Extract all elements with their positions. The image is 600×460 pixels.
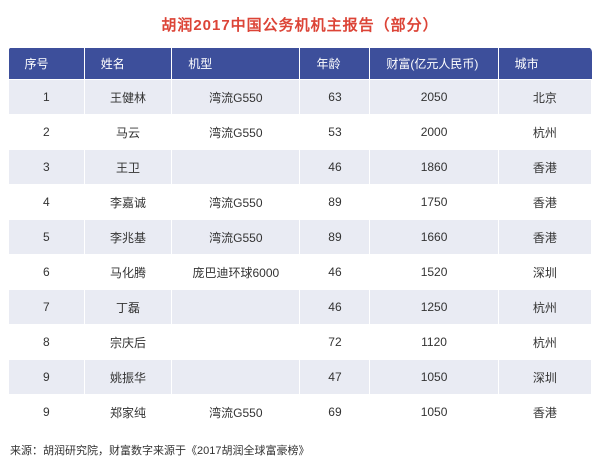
table-row: 8 宗庆后 72 1120 杭州 [8,324,592,360]
table-row: 4 李嘉诚 湾流G550 89 1750 香港 [8,184,592,220]
column-header: 序号 [8,47,85,80]
table-cell: 6 [8,254,85,290]
column-header: 财富(亿元人民币) [369,47,499,80]
table-cell: 北京 [497,79,592,115]
table-cell: 香港 [497,219,592,255]
table-cell: 1660 [369,219,499,255]
table-row: 9 姚振华 47 1050 深圳 [8,359,592,395]
table-row: 3 王卫 46 1860 香港 [8,149,592,185]
column-header: 姓名 [83,47,173,80]
table-row: 1 王健林 湾流G550 63 2050 北京 [8,79,592,115]
table-header: 序号 姓名 机型 年龄 财富(亿元人民币) 城市 [8,47,592,80]
table-cell: 2 [8,114,85,150]
jet-owners-table-wrap: 序号 姓名 机型 年龄 财富(亿元人民币) 城市 1 王健林 湾流G550 63 2050 北京 2 马… [8,47,592,430]
table-cell: 3 [8,149,85,185]
table-cell: 5 [8,219,85,255]
table-cell: 王健林 [83,79,173,115]
table-cell: 马云 [83,114,173,150]
table-cell [171,324,301,360]
column-header: 城市 [497,47,592,80]
table-cell: 李嘉诚 [83,184,173,220]
table-cell: 湾流G550 [171,184,301,220]
table-cell: 深圳 [497,254,592,290]
table-cell: 王卫 [83,149,173,185]
table-cell: 9 [8,359,85,395]
table-cell: 姚振华 [83,359,173,395]
table-cell: 湾流G550 [171,79,301,115]
table-row: 9 郑家纯 湾流G550 69 1050 香港 [8,394,592,430]
table-cell: 1860 [369,149,499,185]
jet-owners-table: 序号 姓名 机型 年龄 财富(亿元人民币) 城市 1 王健林 湾流G550 63 2050 北京 2 马… [8,47,592,430]
table-cell: 47 [299,359,371,395]
source-note: 来源：胡润研究院，财富数字来源于《2017胡润全球富豪榜》 [10,445,310,457]
table-cell: 湾流G550 [171,114,301,150]
table-cell: 7 [8,289,85,325]
table-cell: 1120 [369,324,499,360]
table-cell: 4 [8,184,85,220]
table-cell: 9 [8,394,85,430]
table-cell: 46 [299,254,371,290]
table-cell: 69 [299,394,371,430]
table-cell: 63 [299,79,371,115]
table-cell: 宗庆后 [83,324,173,360]
table-cell: 杭州 [497,289,592,325]
table-cell [171,149,301,185]
table-cell: 杭州 [497,114,592,150]
table-cell: 89 [299,184,371,220]
header-row: 序号 姓名 机型 年龄 财富(亿元人民币) 城市 [8,47,592,80]
table-cell: 郑家纯 [83,394,173,430]
table-cell: 1050 [369,359,499,395]
table-cell: 丁磊 [83,289,173,325]
table-row: 6 马化腾 庞巴迪环球6000 46 1520 深圳 [8,254,592,290]
table-cell [171,289,301,325]
table-cell: 2050 [369,79,499,115]
table-cell: 2000 [369,114,499,150]
table-cell: 46 [299,289,371,325]
table-cell: 香港 [497,149,592,185]
table-cell: 53 [299,114,371,150]
table-cell: 湾流G550 [171,219,301,255]
table-cell: 1 [8,79,85,115]
table-cell: 89 [299,219,371,255]
table-cell: 马化腾 [83,254,173,290]
table-cell: 杭州 [497,324,592,360]
column-header: 机型 [171,47,301,80]
table-cell: 1050 [369,394,499,430]
table-cell: 1520 [369,254,499,290]
table-cell: 香港 [497,184,592,220]
table-cell: 庞巴迪环球6000 [171,254,301,290]
table-body: 1 王健林 湾流G550 63 2050 北京 2 马云 湾流G550 53 2000 杭州 3 王卫 46… [8,79,592,430]
table-cell: 湾流G550 [171,394,301,430]
table-cell: 1750 [369,184,499,220]
table-cell: 46 [299,149,371,185]
table-cell [171,359,301,395]
table-row: 2 马云 湾流G550 53 2000 杭州 [8,114,592,150]
table-row: 7 丁磊 46 1250 杭州 [8,289,592,325]
table-cell: 香港 [497,394,592,430]
column-header: 年龄 [299,47,371,80]
table-cell: 深圳 [497,359,592,395]
table-cell: 1250 [369,289,499,325]
table-cell: 8 [8,324,85,360]
table-row: 5 李兆基 湾流G550 89 1660 香港 [8,219,592,255]
table-cell: 72 [299,324,371,360]
page-title: 胡润2017中国公务机机主报告（部分） [161,17,439,34]
table-cell: 李兆基 [83,219,173,255]
